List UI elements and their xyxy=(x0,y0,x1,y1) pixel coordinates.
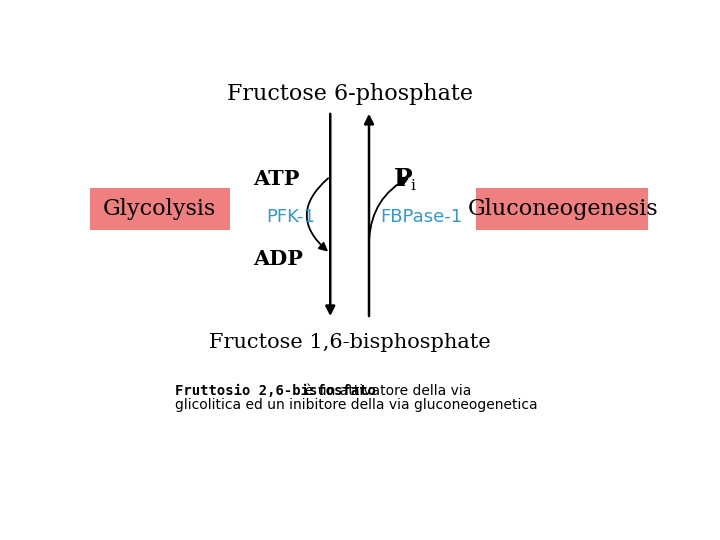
Text: Fructose 6-phosphate: Fructose 6-phosphate xyxy=(227,83,472,105)
Text: i: i xyxy=(410,179,415,193)
Text: Glycolysis: Glycolysis xyxy=(102,198,215,220)
FancyBboxPatch shape xyxy=(89,188,230,230)
FancyArrowPatch shape xyxy=(369,179,408,239)
Text: Fructose 1,6-bisphosphate: Fructose 1,6-bisphosphate xyxy=(209,333,490,352)
Text: è un attivatore della via: è un attivatore della via xyxy=(305,384,472,399)
Text: FBPase-1: FBPase-1 xyxy=(381,208,463,226)
Text: ATP: ATP xyxy=(253,169,300,189)
Text: PFK-1: PFK-1 xyxy=(266,208,315,226)
Text: ADP: ADP xyxy=(253,249,303,269)
Text: glicolitica ed un inibitore della via gluconeogenetica: glicolitica ed un inibitore della via gl… xyxy=(175,398,538,412)
Text: P: P xyxy=(394,167,413,191)
Text: Gluconeogenesis: Gluconeogenesis xyxy=(467,198,658,220)
FancyArrowPatch shape xyxy=(307,178,328,251)
Text: Fruttosio 2,6-bisfosfato: Fruttosio 2,6-bisfosfato xyxy=(175,384,377,399)
FancyBboxPatch shape xyxy=(476,188,649,230)
